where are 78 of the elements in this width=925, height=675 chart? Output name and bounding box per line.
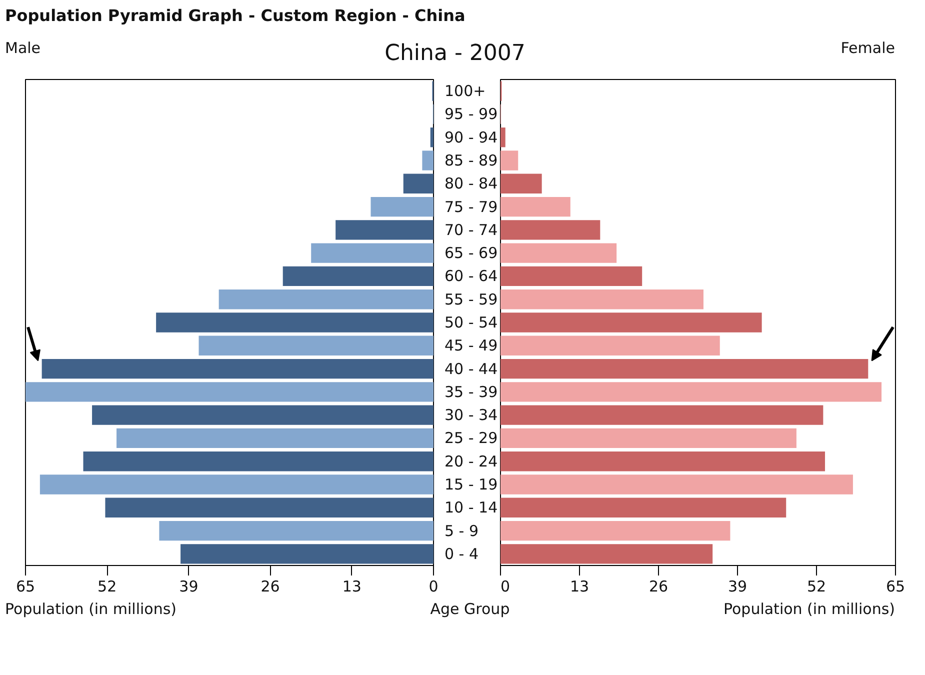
bar: [500, 474, 853, 495]
x-tick-label: 52: [98, 578, 117, 596]
x-axis-title: Population (in millions): [723, 599, 895, 620]
bar: [159, 521, 434, 541]
y-tick-label: 20 - 24: [444, 452, 498, 471]
bar: [500, 336, 720, 356]
bar: [422, 150, 434, 171]
bar: [500, 290, 704, 310]
bar: [403, 174, 434, 194]
y-tick-label: 90 - 94: [444, 128, 498, 147]
y-tick-label: 40 - 44: [444, 360, 498, 378]
y-tick-label: 0 - 4: [444, 545, 479, 564]
bar: [40, 474, 434, 495]
bar: [83, 452, 434, 472]
bar: [500, 544, 713, 564]
bar: [500, 128, 506, 148]
y-tick-label: 35 - 39: [444, 383, 498, 402]
bar: [198, 336, 434, 356]
y-tick-label: 70 - 74: [444, 221, 498, 240]
y-tick-label: 65 - 69: [444, 244, 498, 262]
bar: [500, 244, 617, 264]
bar: [500, 452, 826, 472]
x-tick-label: 39: [728, 578, 748, 596]
y-tick-label: 100+: [444, 82, 486, 100]
x-tick-label: 26: [260, 578, 280, 596]
y-tick-label: 50 - 54: [444, 314, 498, 332]
bar: [26, 382, 434, 402]
bar: [370, 197, 434, 217]
bar: [311, 244, 434, 264]
bar: [500, 197, 570, 217]
bar: [105, 498, 434, 518]
bar: [180, 544, 434, 564]
bar: [500, 266, 642, 286]
bar: [156, 312, 434, 333]
y-tick-label: 45 - 49: [444, 336, 498, 355]
text: Female: [840, 38, 895, 59]
y-tick-label: 5 - 9: [444, 522, 479, 540]
y-tick-label: 10 - 14: [444, 498, 498, 517]
y-tick-label: 55 - 59: [444, 290, 498, 309]
bar: [500, 359, 868, 379]
bar: [218, 290, 434, 310]
y-tick-label: 25 - 29: [444, 429, 498, 448]
bar: [500, 174, 542, 194]
chart-title: Population Pyramid Graph - Custom Region - China: [5, 5, 466, 27]
bar: [500, 220, 600, 240]
text: Male: [5, 38, 41, 59]
x-tick-label: 0: [428, 578, 438, 596]
bar: [500, 521, 730, 541]
bar: [42, 359, 434, 379]
y-axis-title: Age Group: [430, 599, 510, 620]
x-tick-label: 52: [806, 578, 826, 596]
y-tick-label: 30 - 34: [444, 406, 498, 424]
chart-subtitle: China - 2007: [384, 40, 526, 68]
x-tick-label: 0: [500, 578, 510, 596]
y-tick-label: 75 - 79: [444, 198, 498, 216]
y-tick-label: 15 - 19: [444, 476, 498, 494]
y-tick-label: 85 - 89: [444, 152, 498, 170]
y-tick-label: 80 - 84: [444, 174, 498, 193]
bar: [336, 220, 434, 240]
x-tick-label: 65: [16, 578, 36, 596]
bar: [500, 428, 796, 448]
bar: [500, 498, 786, 518]
bar: [500, 150, 518, 171]
x-tick-label: 65: [886, 578, 906, 596]
bar: [430, 128, 434, 148]
x-tick-label: 13: [570, 578, 590, 596]
y-tick-label: 60 - 64: [444, 267, 498, 286]
y-tick-label: 95 - 99: [444, 105, 498, 124]
bar: [500, 382, 882, 402]
bar: [500, 312, 762, 333]
bar: [92, 406, 434, 426]
x-tick-label: 39: [179, 578, 198, 596]
bar: [282, 266, 434, 286]
bar: [116, 428, 434, 448]
x-tick-label: 13: [342, 578, 362, 596]
x-axis-title: Population (in millions): [5, 599, 177, 620]
bar: [500, 406, 824, 426]
x-tick-label: 26: [648, 578, 668, 596]
